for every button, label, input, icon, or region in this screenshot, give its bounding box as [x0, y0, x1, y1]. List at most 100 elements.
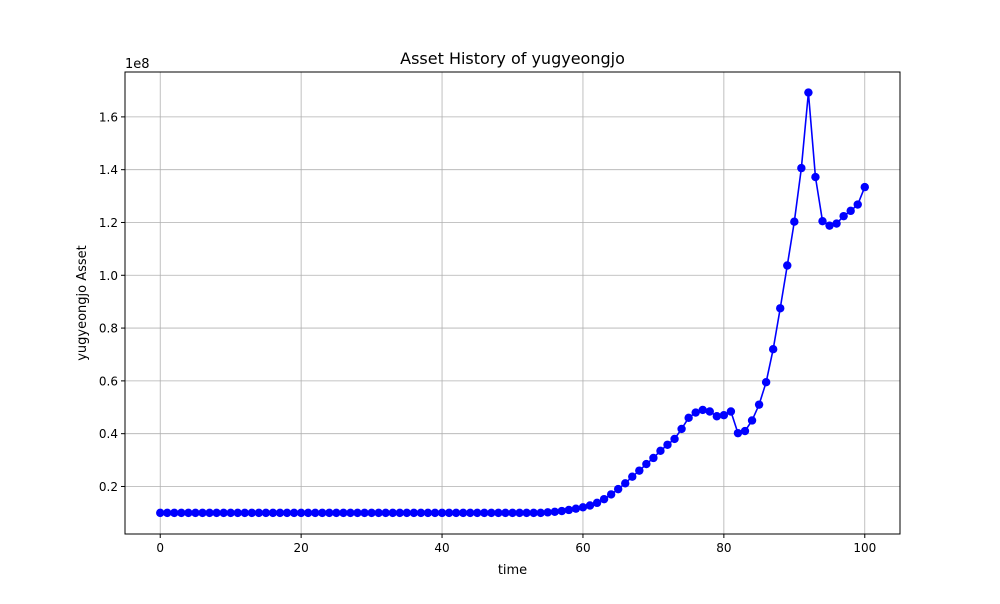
x-tick-label: 0 — [156, 541, 164, 555]
data-point — [684, 413, 693, 423]
data-point — [705, 407, 714, 416]
data-point — [761, 378, 771, 387]
data-point — [592, 498, 602, 508]
data-point — [649, 453, 658, 463]
data-point — [226, 508, 235, 518]
data-point — [825, 221, 834, 230]
data-point — [571, 504, 581, 513]
data-point — [416, 508, 426, 518]
data-point — [367, 508, 376, 518]
data-point — [585, 501, 595, 510]
data-point — [360, 508, 369, 518]
data-point — [473, 508, 482, 518]
data-point — [466, 508, 475, 518]
data-point — [797, 163, 806, 173]
y-tick-label: 1.4 — [99, 163, 118, 177]
data-point — [254, 508, 264, 518]
data-point — [543, 508, 552, 517]
data-point — [691, 408, 700, 417]
x-tick-label: 20 — [293, 541, 308, 555]
data-point — [670, 434, 679, 444]
data-point — [261, 508, 271, 518]
data-point — [282, 508, 292, 518]
y-axis-ticks: 0.2 0.4 0.6 0.8 1.0 1.2 1.4 1.6 — [99, 110, 125, 494]
data-point — [557, 506, 567, 516]
data-point — [733, 428, 743, 438]
data-point — [860, 182, 869, 192]
data-point — [747, 416, 757, 425]
data-point — [303, 508, 313, 518]
data-point — [395, 508, 404, 518]
data-point — [205, 508, 214, 518]
data-point — [501, 508, 510, 518]
data-point — [402, 508, 412, 518]
data-point — [621, 479, 630, 488]
data-point — [423, 508, 433, 518]
data-point — [233, 508, 242, 518]
x-tick-label: 60 — [575, 541, 590, 555]
data-point — [177, 508, 186, 518]
data-point — [606, 490, 616, 499]
data-point — [811, 172, 820, 182]
y-tick-label: 0.2 — [99, 480, 118, 494]
x-tick-label: 100 — [853, 541, 876, 555]
data-point — [409, 508, 419, 518]
y-tick-label: 1.6 — [99, 110, 118, 124]
data-point — [240, 508, 249, 518]
plot-area — [125, 72, 900, 534]
series-layer — [156, 88, 869, 518]
data-point — [374, 508, 383, 518]
data-point — [783, 261, 792, 270]
data-point — [508, 508, 517, 518]
data-point — [719, 411, 729, 420]
data-point — [677, 424, 686, 434]
data-point — [804, 88, 813, 97]
data-point — [184, 508, 193, 518]
data-point — [451, 508, 461, 518]
data-point — [656, 446, 665, 456]
data-point — [726, 407, 736, 416]
y-axis-offset-label: 1e8 — [125, 57, 150, 72]
x-tick-label: 80 — [716, 541, 731, 555]
data-point — [170, 508, 179, 518]
chart-title: Asset History of yugyeongjo — [400, 49, 625, 68]
data-point — [642, 459, 651, 469]
data-point — [198, 508, 207, 518]
x-tick-label: 40 — [434, 541, 449, 555]
data-point — [458, 508, 468, 518]
data-point — [487, 508, 496, 518]
data-point — [247, 508, 257, 518]
y-tick-label: 0.4 — [99, 427, 118, 441]
data-point — [663, 440, 672, 449]
data-point — [832, 219, 841, 228]
data-point — [480, 508, 489, 518]
data-point — [437, 508, 447, 518]
data-point — [522, 508, 531, 518]
data-point — [776, 304, 785, 313]
data-point — [846, 206, 855, 216]
data-point — [740, 426, 750, 436]
y-tick-label: 1.2 — [99, 216, 118, 230]
data-point — [790, 217, 799, 226]
data-point — [325, 508, 334, 518]
data-point — [296, 508, 306, 518]
data-point — [564, 505, 574, 515]
plot-frame — [124, 71, 901, 535]
data-point — [550, 507, 559, 517]
y-axis-label: yugyeongjo Asset — [75, 245, 90, 361]
data-point — [156, 508, 165, 518]
y-tick-label: 0.6 — [99, 374, 118, 388]
data-point — [289, 508, 299, 518]
data-point — [339, 508, 348, 518]
x-axis-label: time — [498, 563, 527, 578]
data-point — [388, 508, 397, 518]
data-point — [754, 400, 764, 409]
data-point — [698, 405, 707, 415]
data-point — [353, 508, 362, 518]
data-point — [628, 472, 637, 481]
data-point — [163, 508, 172, 518]
data-point — [515, 508, 524, 518]
data-point — [635, 466, 644, 475]
